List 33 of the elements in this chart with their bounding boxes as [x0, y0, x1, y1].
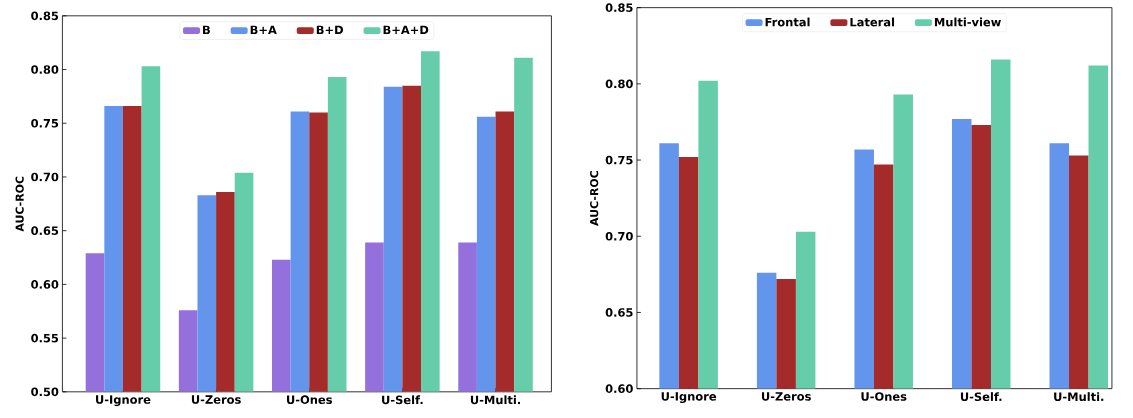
x-tick-label: U-Multi. — [1054, 392, 1104, 402]
y-tick-label: 0.75 — [605, 155, 633, 165]
legend-label: Frontal — [765, 17, 810, 27]
y-tick-label: 0.65 — [605, 308, 633, 317]
x-tick-label: U-Self. — [960, 392, 1002, 402]
x-tick-label: U-Zeros — [191, 395, 241, 405]
x-tick-label: U-Multi. — [470, 395, 521, 405]
y-tick-label: 0.75 — [31, 119, 59, 128]
x-tick-label: U-Zeros — [761, 392, 811, 401]
y-tick-label: 0.60 — [605, 384, 633, 394]
y-tick-label: 0.50 — [31, 387, 59, 397]
y-tick-label: 0.80 — [31, 65, 59, 75]
y-tick-label: 0.70 — [31, 172, 59, 182]
legend-label: Lateral — [850, 17, 895, 27]
y-tick-label: 0.60 — [31, 280, 59, 289]
y-axis-title: AUC-ROC — [590, 171, 599, 227]
y-tick-label: 0.85 — [31, 11, 59, 21]
legend-label: B+A+D — [383, 25, 429, 35]
legend-label: Multi-view — [934, 17, 1001, 27]
x-tick-label: U-Self. — [382, 395, 423, 405]
x-tick-label: U-Ignore — [96, 395, 151, 407]
x-tick-label: U-Ones — [861, 392, 907, 402]
x-tick-label: U-Ones — [287, 395, 332, 405]
legend-label: B — [203, 25, 210, 35]
y-tick-label: 0.80 — [605, 79, 633, 89]
y-tick-label: 0.85 — [605, 3, 633, 13]
y-axis-title: AUC-ROC — [15, 176, 24, 232]
legend-label: B+A — [250, 25, 277, 35]
y-tick-label: 0.70 — [605, 232, 633, 241]
y-tick-label: 0.55 — [31, 333, 59, 343]
x-tick-label: U-Ignore — [661, 392, 717, 404]
y-tick-label: 0.65 — [31, 226, 59, 236]
legend-label: B+D — [316, 25, 344, 35]
